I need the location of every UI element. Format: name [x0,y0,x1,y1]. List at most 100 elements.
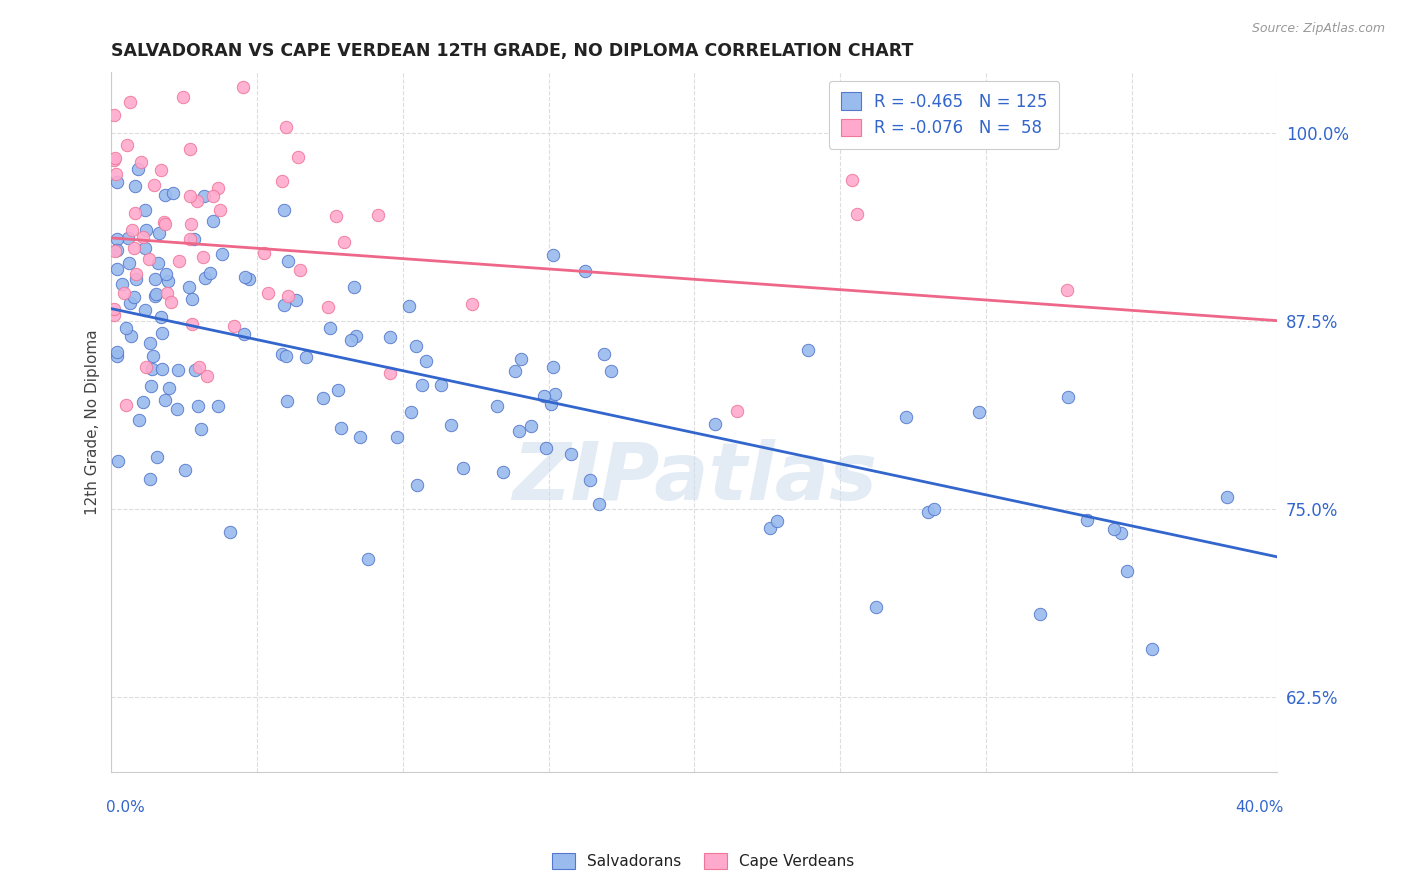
Point [492,465,515,479]
Point [271,174,294,188]
Point [509,352,531,367]
Point [148,227,170,241]
Point [411,377,433,392]
Point [127,161,149,176]
Point [155,267,177,281]
Point [124,205,146,219]
Point [122,290,145,304]
Point [485,399,508,413]
Point [118,256,141,270]
Text: 0.0%: 0.0% [105,800,145,815]
Point [111,277,134,292]
Point [405,339,427,353]
Point [150,362,173,376]
Point [104,151,127,165]
Point [103,107,125,121]
Point [440,418,463,433]
Point [1109,526,1132,541]
Point [329,420,352,434]
Text: 40.0%: 40.0% [1234,800,1284,815]
Point [118,95,141,109]
Point [332,235,354,249]
Point [128,413,150,427]
Point [312,392,335,406]
Point [115,137,138,152]
Point [917,505,939,519]
Point [150,326,173,340]
Point [139,336,162,351]
Point [841,173,863,187]
Point [160,295,183,310]
Point [273,298,295,312]
Point [179,280,201,294]
Point [141,361,163,376]
Point [270,347,292,361]
Point [179,232,201,246]
Point [188,359,211,374]
Point [343,280,366,294]
Text: SALVADORAN VS CAPE VERDEAN 12TH GRADE, NO DIPLOMA CORRELATION CHART: SALVADORAN VS CAPE VERDEAN 12TH GRADE, N… [111,42,914,60]
Point [253,246,276,260]
Point [287,150,309,164]
Point [143,178,166,192]
Point [103,308,125,322]
Point [103,301,125,316]
Point [105,349,128,363]
Point [541,248,564,262]
Point [129,154,152,169]
Point [208,202,231,217]
Point [924,501,946,516]
Point [135,223,157,237]
Point [157,381,180,395]
Point [172,90,194,104]
Point [149,310,172,324]
Point [233,269,256,284]
Text: Source: ZipAtlas.com: Source: ZipAtlas.com [1251,22,1385,36]
Point [103,244,125,259]
Point [520,418,543,433]
Point [135,359,157,374]
Point [378,330,401,344]
Point [399,405,422,419]
Point [453,460,475,475]
Point [276,393,298,408]
Point [105,262,128,277]
Point [139,472,162,486]
Point [143,271,166,285]
Point [1029,607,1052,622]
Point [179,142,201,156]
Point [207,399,229,413]
Point [184,362,207,376]
Point [295,350,318,364]
Point [190,422,212,436]
Point [195,369,218,384]
Point [202,189,225,203]
Point [276,349,298,363]
Point [162,186,184,200]
Point [533,389,555,403]
Point [1056,283,1078,297]
Point [207,180,229,194]
Point [398,299,420,313]
Point [105,175,128,189]
Point [273,202,295,217]
Point [198,266,221,280]
Point [152,215,174,229]
Point [503,364,526,378]
Point [105,232,128,246]
Point [183,232,205,246]
Point [233,327,256,342]
Point [328,383,350,397]
Point [357,552,380,566]
Point [104,167,127,181]
Point [894,409,917,424]
Point [593,347,616,361]
Point [107,454,129,468]
Point [1142,642,1164,657]
Point [103,153,125,168]
Point [142,350,165,364]
Point [508,425,530,439]
Point [132,230,155,244]
Point [378,366,401,380]
Point [219,525,242,540]
